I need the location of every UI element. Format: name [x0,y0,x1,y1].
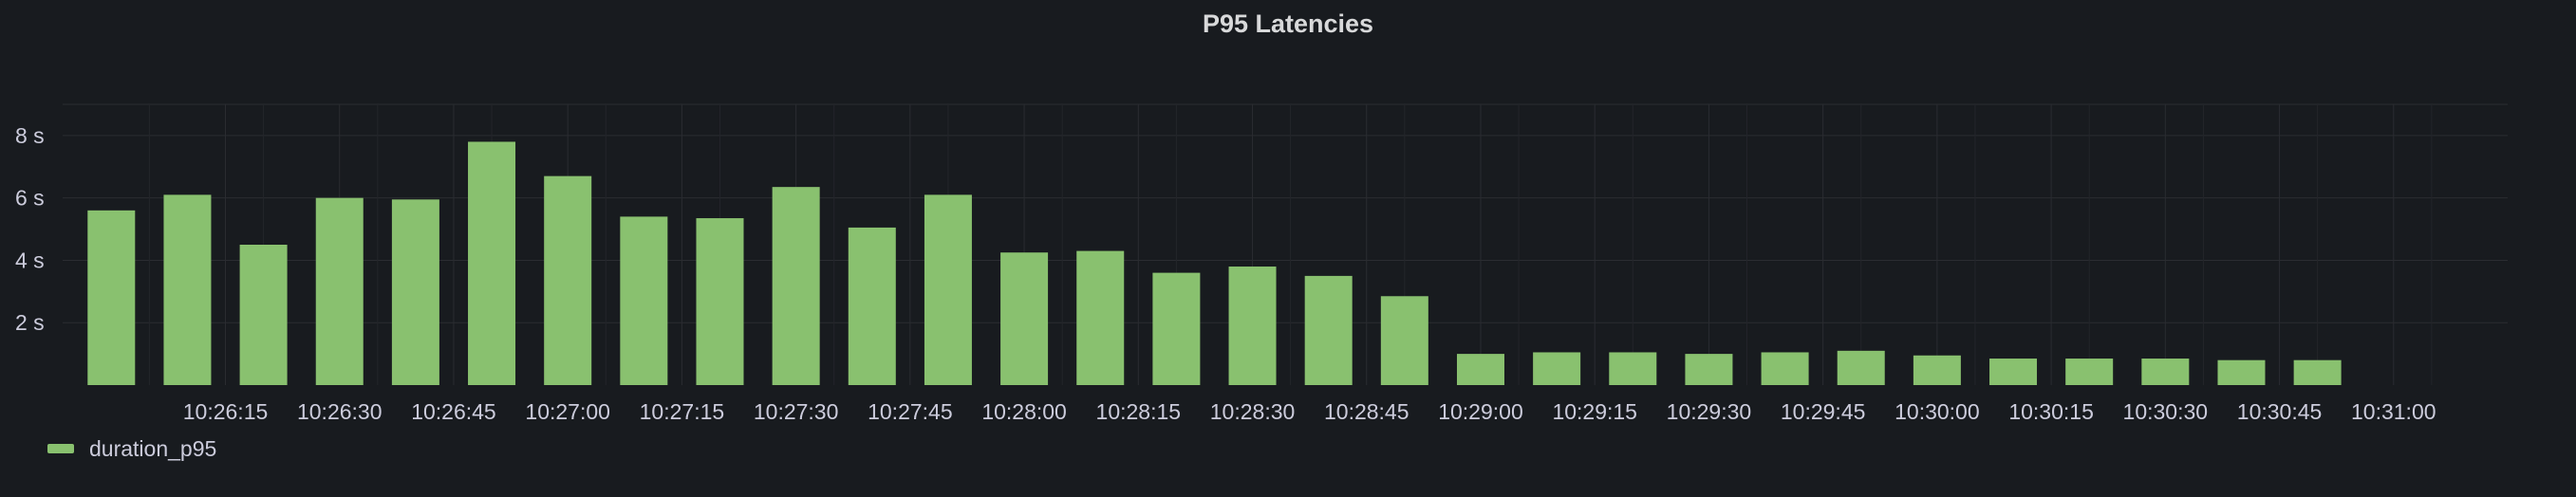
x-tick-label: 10:29:15 [1552,399,1637,424]
bar[interactable] [2217,359,2266,385]
bar[interactable] [620,216,668,385]
bar[interactable] [1989,359,2038,385]
bar[interactable] [772,187,820,385]
y-tick-label: 4 s [15,248,45,272]
bar[interactable] [1685,354,1733,385]
bar[interactable] [391,199,439,385]
legend: duration_p95 [47,436,216,461]
bar[interactable] [2293,359,2342,385]
y-axis-ticks: 2 s 4 s 6 s 8 s [15,123,45,335]
x-tick-label: 10:29:45 [1781,399,1866,424]
bar[interactable] [87,210,136,385]
x-tick-label: 10:28:15 [1096,399,1182,424]
y-tick-label: 2 s [15,310,45,335]
bar[interactable] [1304,275,1353,385]
x-tick-label: 10:27:30 [754,399,839,424]
x-tick-label: 10:30:45 [2237,399,2323,424]
x-tick-label: 10:28:00 [981,399,1067,424]
bar[interactable] [315,197,364,385]
bars [87,141,2342,385]
x-axis-ticks: 10:26:15 10:26:30 10:26:45 10:27:00 10:27:15… [183,399,2436,424]
x-tick-label: 10:27:00 [525,399,610,424]
x-tick-label: 10:31:00 [2351,399,2436,424]
bar[interactable] [2065,359,2114,385]
x-tick-label: 10:26:30 [297,399,383,424]
x-tick-label: 10:27:15 [640,399,725,424]
bar[interactable] [1456,354,1504,385]
panel-title: P95 Latencies [1202,9,1374,38]
bar[interactable] [1380,296,1428,385]
bar[interactable] [848,227,896,385]
y-tick-label: 8 s [15,123,45,148]
x-tick-label: 10:26:45 [411,399,496,424]
x-tick-label: 10:26:15 [183,399,269,424]
bar[interactable] [696,218,744,385]
bar[interactable] [1761,352,1809,385]
x-tick-label: 10:28:30 [1210,399,1296,424]
x-tick-label: 10:28:45 [1324,399,1409,424]
y-tick-label: 6 s [15,186,45,211]
bar[interactable] [544,175,592,385]
bar[interactable] [1076,250,1125,385]
bar[interactable] [468,141,516,385]
x-tick-label: 10:29:00 [1438,399,1523,424]
bar[interactable] [1000,252,1049,385]
x-tick-label: 10:30:30 [2123,399,2209,424]
bar[interactable] [163,194,212,385]
bar[interactable] [1533,352,1581,385]
legend-swatch[interactable] [47,444,74,453]
x-tick-label: 10:30:00 [1895,399,1980,424]
x-tick-label: 10:27:45 [868,399,953,424]
x-tick-label: 10:29:30 [1667,399,1752,424]
bar[interactable] [1913,355,1961,385]
bar[interactable] [239,245,288,385]
bar[interactable] [1609,352,1657,385]
legend-label[interactable]: duration_p95 [89,436,216,461]
bar[interactable] [1228,267,1277,385]
bar[interactable] [924,194,972,385]
bar[interactable] [1837,350,1885,385]
bar[interactable] [1152,272,1201,385]
bar[interactable] [2141,359,2190,385]
x-tick-label: 10:30:15 [2008,399,2094,424]
